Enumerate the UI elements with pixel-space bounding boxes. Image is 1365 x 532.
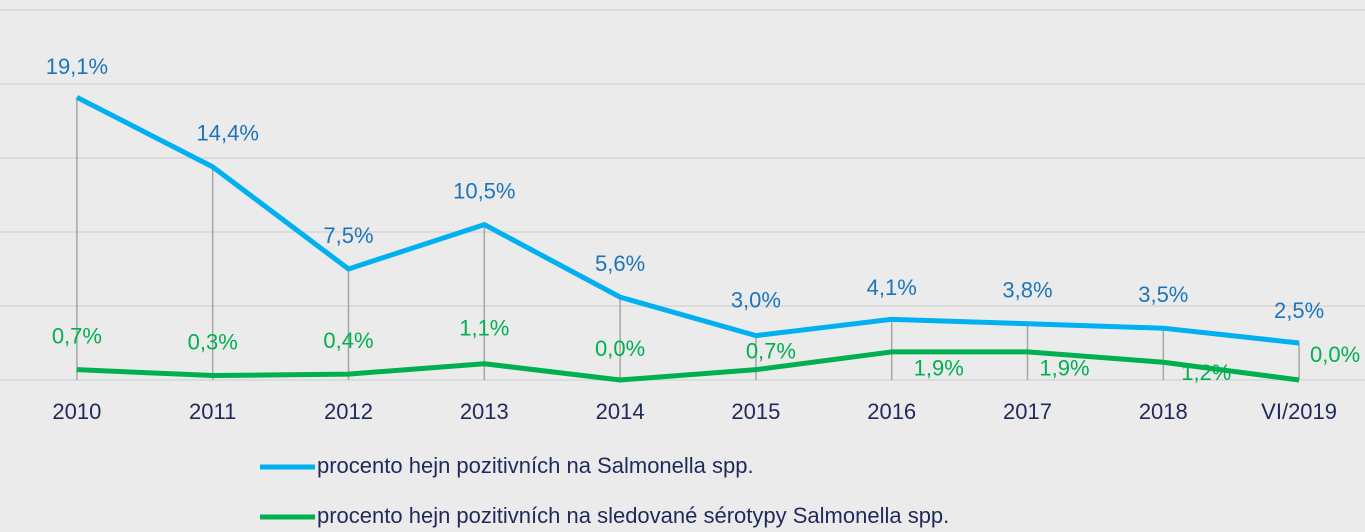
data-label: 1,9%	[1039, 356, 1089, 381]
data-label: 1,9%	[914, 356, 964, 381]
data-label: 3,8%	[1002, 278, 1052, 303]
x-tick-label: 2014	[596, 399, 645, 424]
data-label: 0,7%	[52, 323, 102, 348]
data-label: 7,5%	[323, 223, 373, 248]
legend-label: procento hejn pozitivních na Salmonella …	[317, 453, 754, 478]
data-label: 5,6%	[595, 251, 645, 276]
data-label: 19,1%	[46, 54, 108, 79]
data-label: 0,0%	[595, 336, 645, 361]
data-label: 2,5%	[1274, 298, 1324, 323]
data-label: 3,5%	[1138, 282, 1188, 307]
x-tick-label: 2013	[460, 399, 509, 424]
data-label: 0,3%	[188, 329, 238, 354]
x-tick-label: 2016	[867, 399, 916, 424]
legend-label: procento hejn pozitivních na sledované s…	[317, 503, 949, 528]
data-label: 1,2%	[1181, 360, 1231, 385]
x-tick-label: VI/2019	[1261, 399, 1337, 424]
x-tick-label: 2015	[731, 399, 780, 424]
data-label: 0,7%	[746, 338, 796, 363]
data-label: 10,5%	[453, 178, 515, 203]
x-tick-label: 2012	[324, 399, 373, 424]
data-label: 3,0%	[731, 287, 781, 312]
data-label: 0,4%	[323, 328, 373, 353]
data-label: 4,1%	[867, 275, 917, 300]
data-label: 1,1%	[459, 316, 509, 341]
series-line	[75, 95, 1300, 346]
x-tick-label: 2018	[1139, 399, 1188, 424]
data-label: 14,4%	[197, 121, 259, 146]
series-line	[76, 349, 1300, 383]
x-tick-label: 2011	[189, 399, 236, 424]
x-tick-label: 2017	[1003, 399, 1052, 424]
x-tick-label: 2010	[52, 399, 101, 424]
data-label: 0,0%	[1310, 342, 1360, 367]
